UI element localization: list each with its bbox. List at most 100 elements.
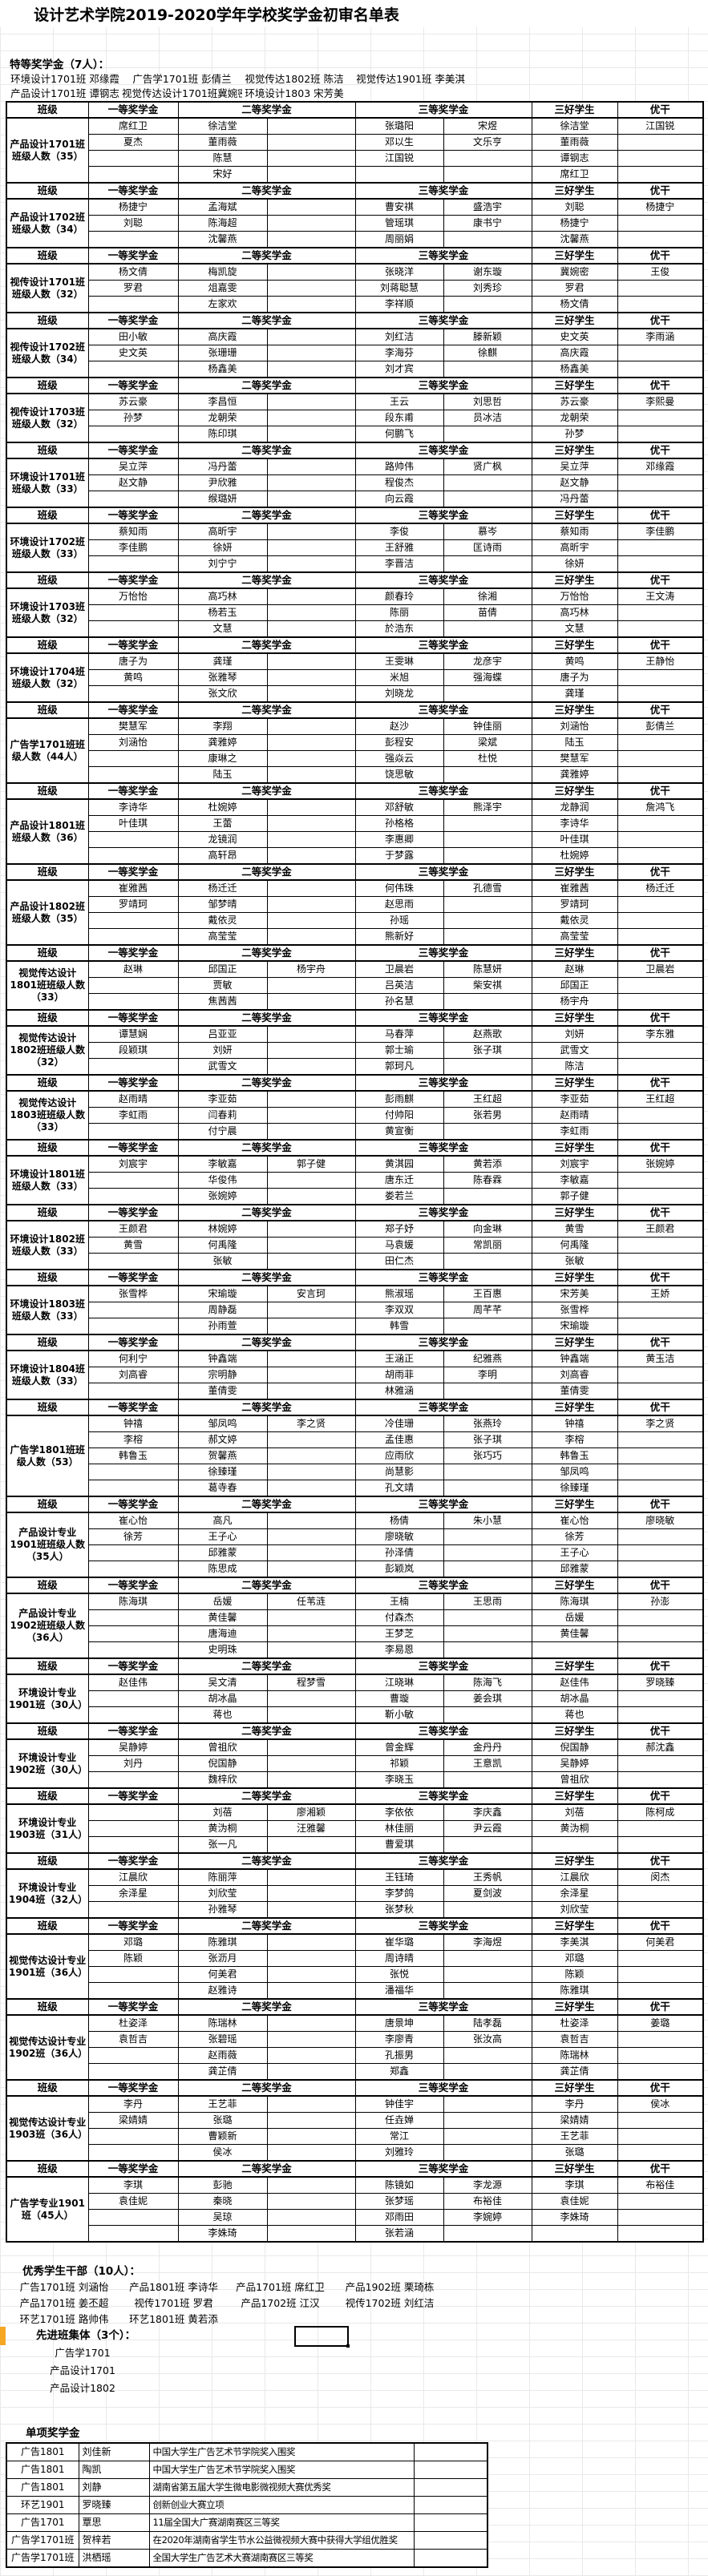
award-cell[interactable] [87, 2063, 179, 2081]
header-class[interactable]: 班级 [6, 863, 89, 881]
award-cell[interactable]: 倪国静 [177, 1755, 268, 1772]
award-cell[interactable]: 韩雪 [354, 1318, 444, 1335]
cadre-entry[interactable]: 产品1902班 栗琦栋 [345, 2281, 435, 2293]
single-award-name[interactable]: 覃思 [78, 2513, 150, 2532]
award-cell[interactable]: 强焱云 [354, 750, 444, 767]
award-cell[interactable]: 钟鑫端 [177, 1350, 268, 1367]
header-class[interactable]: 班级 [6, 1787, 89, 1805]
award-cell[interactable] [266, 1982, 356, 2000]
header-cadre[interactable]: 优干 [617, 1998, 704, 2016]
award-cell[interactable]: 苗倩 [443, 604, 532, 621]
award-cell[interactable] [531, 2225, 618, 2243]
award-cell[interactable]: 邱雅蒙 [531, 1561, 618, 1578]
header-cadre[interactable]: 优干 [617, 1204, 704, 1221]
class-label[interactable]: 产品设计专业1902班班级人数（36人） [6, 1593, 89, 1659]
award-cell[interactable]: 徐洁堂 [531, 117, 618, 135]
header-second-award[interactable]: 二等奖学金 [177, 1139, 356, 1157]
award-cell[interactable] [617, 831, 704, 848]
header-first-award[interactable]: 一等奖学金 [87, 1074, 179, 1092]
header-merit-student[interactable]: 三好学生 [531, 944, 618, 962]
award-cell[interactable]: 陆玉 [177, 766, 268, 784]
award-cell[interactable] [266, 458, 356, 475]
award-cell[interactable]: 高昕宇 [531, 539, 618, 556]
award-cell[interactable] [87, 296, 179, 313]
award-cell[interactable]: 周芊芊 [443, 1302, 532, 1318]
award-cell[interactable]: 龙朝荣 [177, 410, 268, 426]
header-third-award[interactable]: 三等奖学金 [354, 101, 532, 119]
award-cell[interactable]: 王意凯 [443, 1755, 532, 1772]
award-cell[interactable]: 祁颖 [354, 1755, 444, 1772]
award-cell[interactable]: 刘欣莹 [177, 1885, 268, 1902]
award-cell[interactable] [87, 2128, 179, 2145]
award-cell[interactable]: 邓璐 [531, 1950, 618, 1967]
header-second-award[interactable]: 二等奖学金 [177, 442, 356, 459]
header-third-award[interactable]: 三等奖学金 [354, 571, 532, 589]
award-cell[interactable]: 邱国正 [177, 960, 268, 978]
special-award-entry[interactable]: 视觉传达设计1701班冀婉密 [122, 87, 242, 99]
award-cell[interactable] [266, 1253, 356, 1270]
award-cell[interactable]: 陈海超 [177, 215, 268, 232]
award-cell[interactable]: 林婉婷 [177, 1220, 268, 1238]
award-cell[interactable] [617, 215, 704, 232]
award-cell[interactable]: 崔华璐 [354, 1933, 444, 1951]
header-class[interactable]: 班级 [6, 1917, 89, 1935]
award-cell[interactable]: 孔振男 [354, 2047, 444, 2064]
award-cell[interactable] [87, 1561, 179, 1578]
award-cell[interactable]: 王颜君 [617, 1220, 704, 1238]
award-cell[interactable]: 沈馨燕 [177, 231, 268, 248]
award-cell[interactable] [87, 912, 179, 929]
award-cell[interactable] [266, 766, 356, 784]
single-award-empty-cell[interactable] [413, 2478, 488, 2497]
header-second-award[interactable]: 二等奖学金 [177, 1009, 356, 1027]
special-award-entry[interactable]: 视觉传达1901班 李美淇 [356, 73, 465, 85]
award-cell[interactable]: 杨文倩 [87, 263, 179, 281]
award-cell[interactable] [617, 1982, 704, 2000]
award-cell[interactable]: 江国锐 [617, 117, 704, 135]
award-cell[interactable] [266, 1706, 356, 1724]
award-cell[interactable]: 李龙源 [443, 2176, 532, 2194]
award-cell[interactable]: 廖晓敏 [354, 1528, 444, 1545]
header-second-award[interactable]: 二等奖学金 [177, 1917, 356, 1935]
award-cell[interactable]: 袁佳妮 [531, 2193, 618, 2210]
award-cell[interactable]: 胡冰晶 [177, 1690, 268, 1707]
award-cell[interactable]: 孙梦 [87, 410, 179, 426]
award-cell[interactable]: 李琪 [531, 2176, 618, 2194]
award-cell[interactable]: 袁佳妮 [87, 2193, 179, 2210]
award-cell[interactable]: 曹安祺 [354, 198, 444, 216]
header-cadre[interactable]: 优干 [617, 507, 704, 524]
header-merit-student[interactable]: 三好学生 [531, 507, 618, 524]
class-label[interactable]: 视觉传达设计1803班班级人数（33） [6, 1090, 89, 1141]
award-cell[interactable] [266, 263, 356, 281]
header-third-award[interactable]: 三等奖学金 [354, 1269, 532, 1286]
award-cell[interactable] [266, 587, 356, 605]
class-label[interactable]: 视觉传达设计专业1902班（36人） [6, 2014, 89, 2081]
award-cell[interactable]: 孙梦 [531, 426, 618, 443]
award-cell[interactable]: 梁斌 [443, 734, 532, 751]
award-cell[interactable]: 李姝琦 [177, 2225, 268, 2243]
award-cell[interactable]: 向云霞 [354, 491, 444, 508]
award-cell[interactable]: 杨捷宁 [531, 215, 618, 232]
award-cell[interactable] [617, 2144, 704, 2162]
header-class[interactable]: 班级 [6, 1139, 89, 1157]
header-first-award[interactable]: 一等奖学金 [87, 636, 179, 654]
award-cell[interactable]: 田小敏 [87, 328, 179, 345]
award-cell[interactable]: 徐麒 [443, 345, 532, 361]
award-cell[interactable]: 陈海琪 [531, 1593, 618, 1610]
award-cell[interactable] [87, 1641, 179, 1659]
award-cell[interactable] [443, 1641, 532, 1659]
award-cell[interactable]: 陈慧 [177, 150, 268, 167]
award-cell[interactable]: 娄若兰 [354, 1188, 444, 1205]
award-cell[interactable] [443, 1950, 532, 1967]
header-cadre[interactable]: 优干 [617, 442, 704, 459]
class-label[interactable]: 环境设计专业1904班（32人） [6, 1868, 89, 1919]
award-cell[interactable]: 江国锐 [354, 150, 444, 167]
award-cell[interactable]: 陆玉 [531, 734, 618, 751]
header-second-award[interactable]: 二等奖学金 [177, 2160, 356, 2178]
award-cell[interactable]: 杨宇舟 [266, 960, 356, 978]
award-cell[interactable] [87, 1836, 179, 1854]
award-cell[interactable]: 高巧林 [531, 604, 618, 621]
award-cell[interactable]: 戴依灵 [177, 912, 268, 929]
award-cell[interactable] [617, 1755, 704, 1772]
header-second-award[interactable]: 二等奖学金 [177, 377, 356, 394]
single-award-empty-cell[interactable] [413, 2461, 488, 2479]
